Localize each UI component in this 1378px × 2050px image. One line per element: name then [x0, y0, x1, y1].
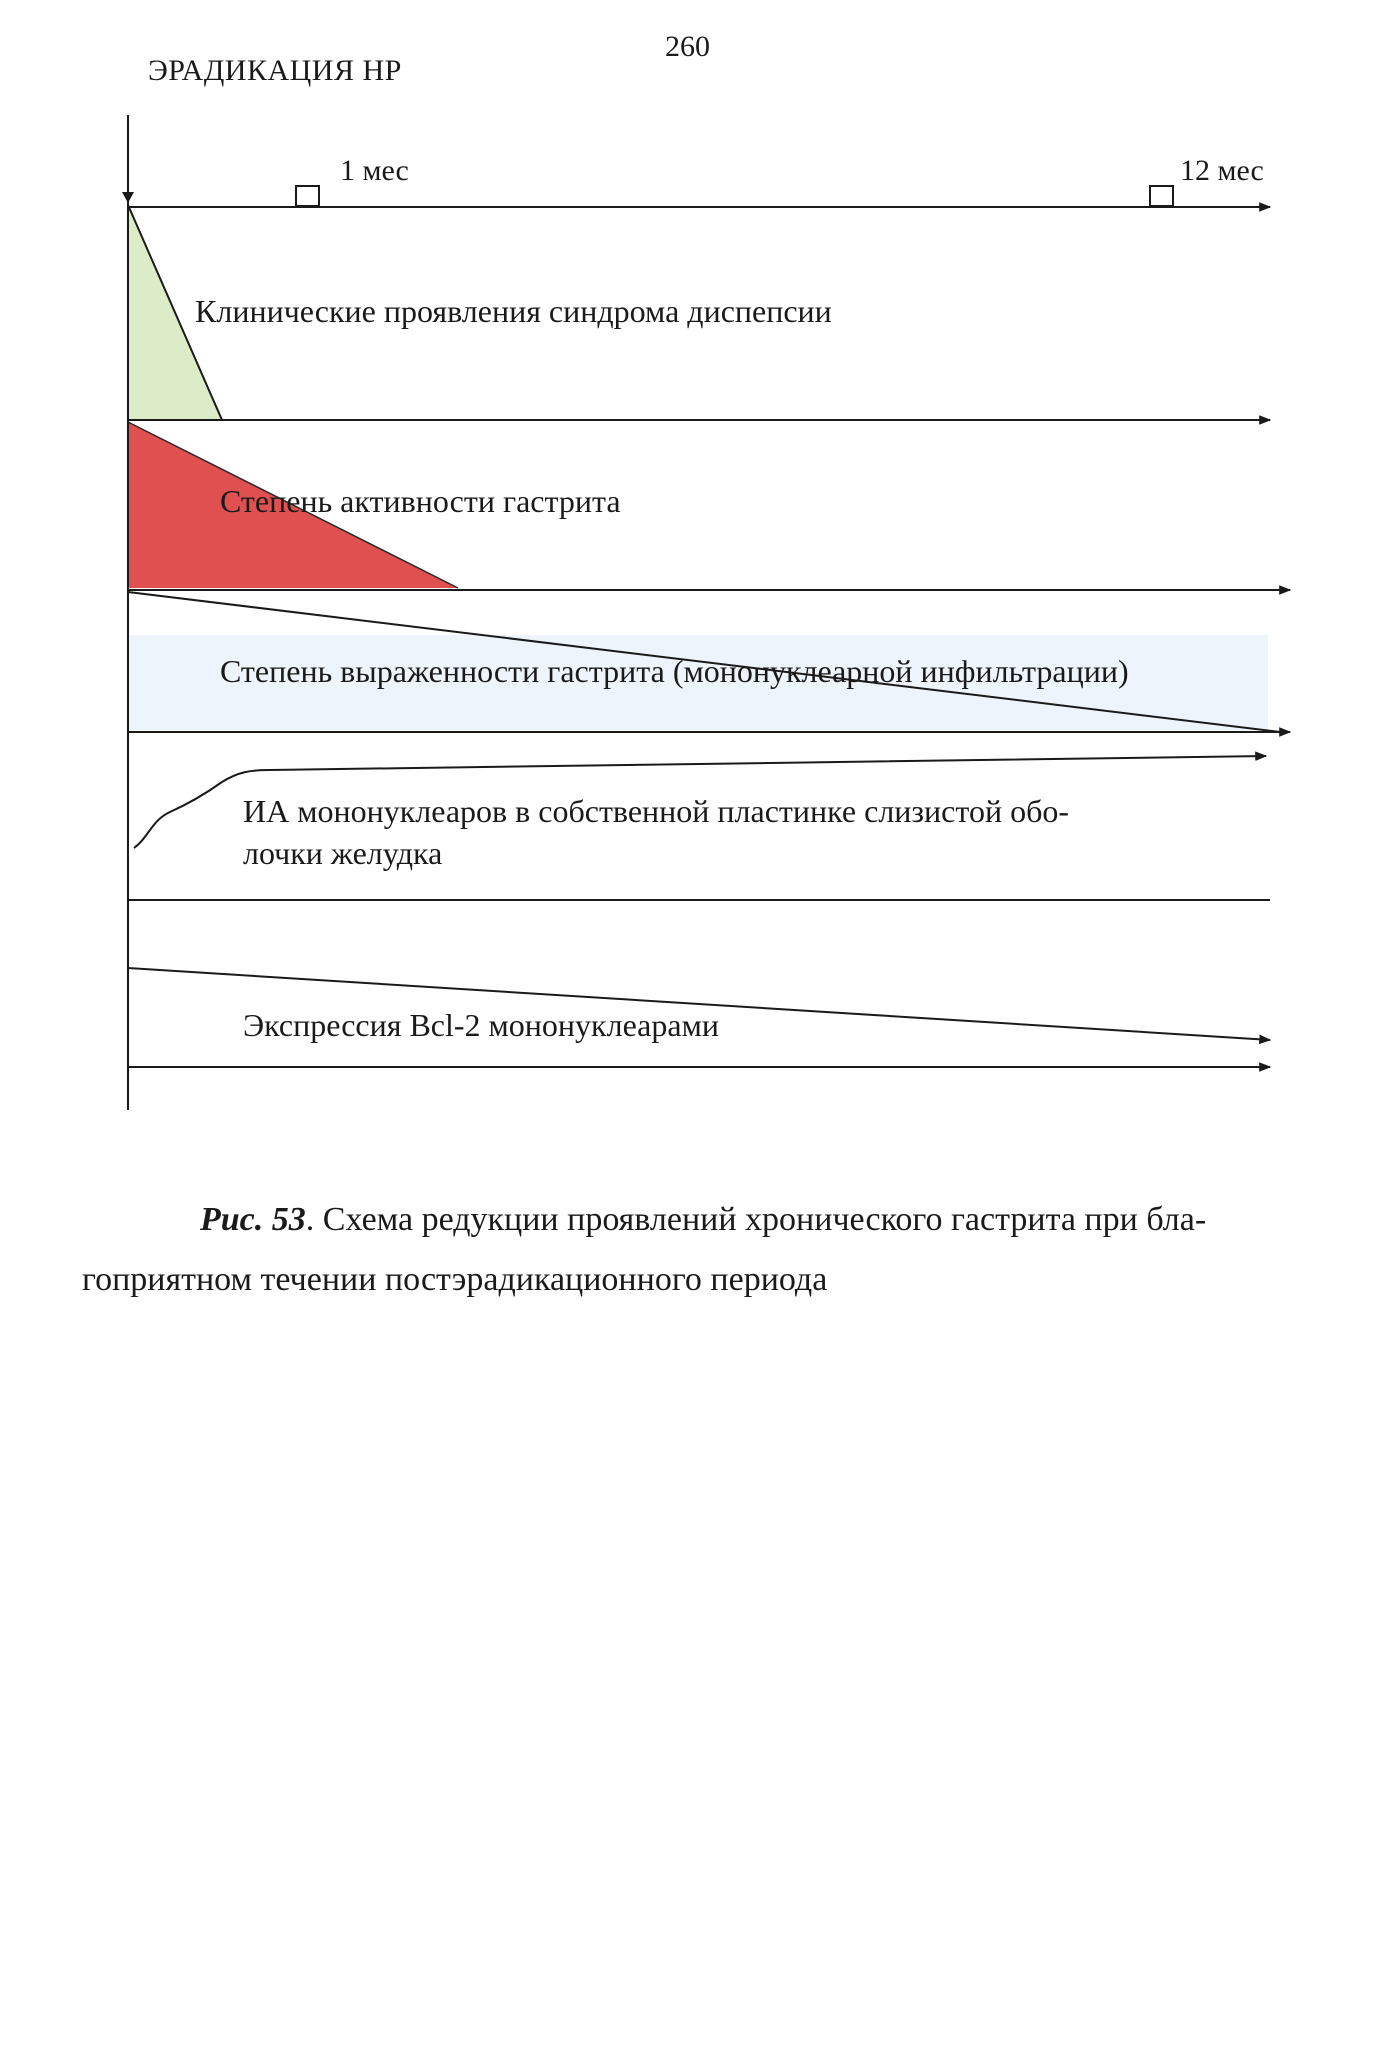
mark-12-months: [1149, 185, 1174, 207]
bcl2-decline-line: [127, 967, 1272, 1045]
caption-text-line1: . Схема редукции проявлений хронического…: [305, 1201, 1207, 1238]
activity-label: Степень активности гастрита: [220, 483, 621, 519]
activity-slope: [127, 421, 459, 589]
caption-text-line2: гоприятном течении постэрадикационного п…: [82, 1261, 828, 1298]
label-12-months: 12 мес: [1180, 154, 1264, 187]
severity-label: Степень выраженности гастрита (мононукле…: [220, 653, 1129, 689]
ia-label-line2: лочки желудка: [243, 835, 442, 871]
running-header: ЭРАДИКАЦИЯ НР: [148, 54, 402, 87]
page-number: 260: [665, 30, 710, 63]
figure-caption: Рис. 53. Схема редукции проявлений хрони…: [82, 1190, 1302, 1310]
start-marker: [122, 192, 134, 203]
mark-1-month: [295, 185, 320, 207]
eradication-timeline-diagram: 1 мес 12 мес Клинические проявления синд…: [122, 115, 1292, 1110]
label-1-month: 1 мес: [340, 154, 409, 187]
ia-rise-curve: [133, 751, 1268, 849]
ia-label-line1: ИА мононуклеаров в собственной пластинке…: [243, 793, 1069, 829]
dyspepsia-slope: [127, 204, 223, 421]
bcl2-label: Экспрессия Bcl-2 мононуклеарами: [243, 1007, 719, 1043]
dyspepsia-label: Клинические проявления синдрома диспепси…: [195, 293, 832, 329]
caption-label: Рис. 53: [200, 1201, 306, 1238]
severity-decline-line: [127, 591, 1281, 733]
severity-band: [128, 635, 1268, 730]
